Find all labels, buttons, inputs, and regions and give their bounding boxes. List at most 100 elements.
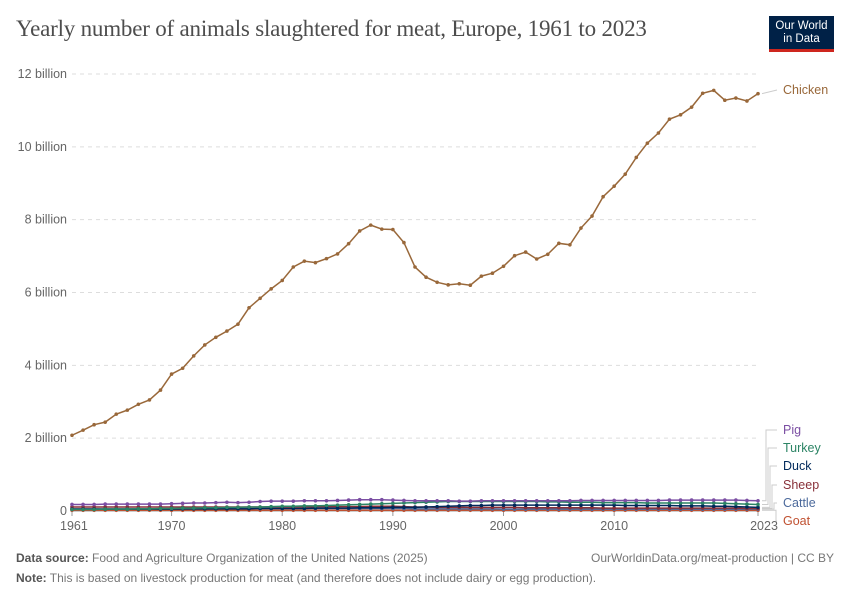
data-point [391,498,395,502]
data-point [490,503,495,507]
data-point [534,499,539,503]
series-lines [70,88,760,513]
series-chicken [70,88,760,438]
source-line: Data source: Food and Agriculture Organi… [16,548,836,568]
data-point [424,499,428,503]
data-point [435,499,439,503]
legend-connector [762,465,777,508]
data-point [136,507,141,511]
series-line [71,89,759,436]
data-point [413,505,417,510]
data-point [158,502,163,506]
data-point [756,502,760,507]
legend-label-chicken: Chicken [783,83,828,97]
data-point [136,402,141,407]
data-point [357,497,362,502]
data-point [368,223,373,227]
data-point [269,499,273,503]
data-point [523,499,528,503]
data-point [479,499,484,503]
data-point [590,505,594,510]
legend-label-turkey: Turkey [783,441,821,455]
data-point [247,505,251,509]
data-point [612,506,616,510]
data-point [490,499,495,503]
data-point [413,265,417,269]
data-point [169,506,174,511]
data-point [523,250,528,254]
logo-line2: in Data [783,33,820,45]
data-point [380,505,384,510]
data-point [269,287,273,291]
data-point [656,506,661,510]
data-point [579,505,583,510]
legend-connector [762,484,777,509]
data-point [623,498,628,503]
data-point [214,500,218,505]
grid: 0 2 billion 4 billion 6 billion 8 billion 10 … [18,67,758,518]
data-point [579,226,583,230]
data-point [324,499,329,503]
data-point [656,501,661,505]
data-point [103,507,107,511]
data-point [678,504,683,508]
data-point [346,503,351,507]
data-point [700,501,705,505]
data-point [103,420,107,424]
data-point [280,504,285,509]
data-point [667,503,672,508]
source-label: Data source: [16,551,89,565]
data-point [634,506,639,510]
legend-label-sheep: Sheep [783,478,819,492]
data-point [734,498,738,502]
data-point [402,501,406,505]
logo-line1: Our World [775,20,828,32]
data-point [225,329,229,333]
data-point [612,184,616,188]
data-point [236,505,240,510]
data-point [424,505,428,509]
data-point [723,501,727,506]
data-point [435,280,439,285]
data-point [158,388,163,392]
data-point [501,264,506,269]
y-tick-label: 0 [60,504,67,518]
data-point [357,502,362,507]
data-point [457,499,462,503]
data-point [169,501,174,506]
data-point [280,499,285,503]
data-point [302,504,307,508]
data-point [523,505,528,510]
data-point [225,500,229,505]
data-point [468,503,473,508]
data-point [745,498,749,503]
y-tick-label: 8 billion [25,213,67,227]
data-point [413,499,417,503]
data-point [623,172,628,176]
data-point [645,503,650,508]
data-point [678,112,683,117]
data-point [723,498,727,502]
data-point [313,504,318,508]
data-point [435,504,439,509]
data-point [357,505,362,510]
data-point [92,422,96,427]
data-point [313,260,318,265]
data-point [678,498,683,502]
legend-label-goat: Goat [783,514,811,528]
data-point [291,265,296,269]
data-point [368,505,373,510]
data-point [247,305,251,310]
data-point [191,506,196,510]
source-link[interactable]: OurWorldinData.org/meat-production | CC … [591,551,834,565]
data-point [601,503,605,507]
owid-logo[interactable]: Our World in Data [769,16,834,52]
data-point [324,506,329,510]
x-tick-label: 2023 [750,519,778,533]
legend-connector [762,447,777,505]
data-point [634,498,639,503]
data-point [601,498,605,503]
x-tick-label: 1990 [379,519,407,533]
series-pig [70,497,760,507]
